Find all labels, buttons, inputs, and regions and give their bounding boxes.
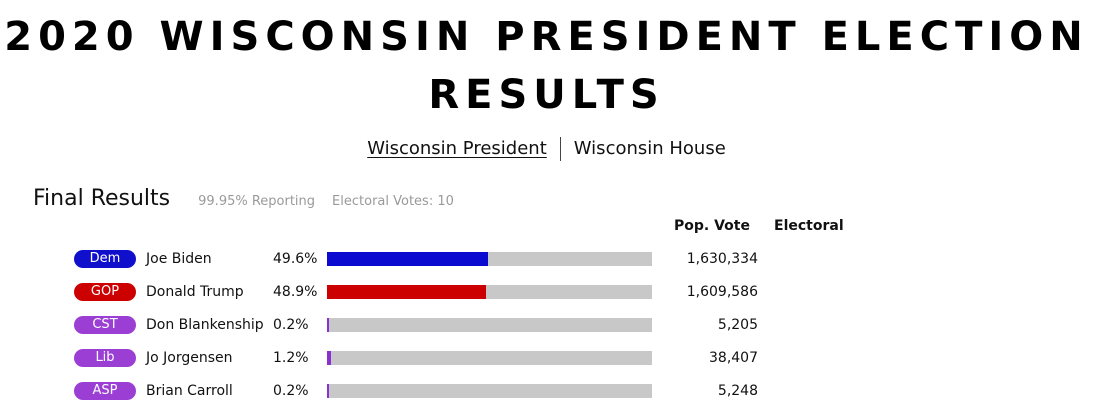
- candidate-row: Lib Jo Jorgensen 1.2% 38,407: [0, 343, 1093, 376]
- party-badge: ASP: [74, 382, 136, 400]
- results-header: Final Results 99.95% Reporting Electoral…: [33, 186, 454, 211]
- candidate-row: CST Don Blankenship 0.2% 5,205: [0, 310, 1093, 343]
- vote-percentage: 0.2%: [273, 317, 309, 333]
- vote-bar-fill: [327, 351, 331, 365]
- party-badge: CST: [74, 316, 136, 334]
- nav-link-wisconsin-president[interactable]: Wisconsin President: [367, 138, 547, 159]
- vote-percentage: 48.9%: [273, 284, 318, 300]
- vote-bar-fill: [327, 252, 488, 266]
- results-title: Final Results: [33, 186, 171, 211]
- candidate-name: Brian Carroll: [146, 383, 233, 399]
- candidate-name: Don Blankenship: [146, 317, 264, 333]
- vote-bar-track: [327, 318, 652, 332]
- popular-vote-count: 1,630,334: [686, 251, 758, 267]
- popular-vote-count: 1,609,586: [686, 284, 758, 300]
- electoral-column-header: Electoral: [774, 218, 844, 234]
- race-nav: Wisconsin President Wisconsin House: [0, 136, 1093, 162]
- candidate-name: Jo Jorgensen: [146, 350, 233, 366]
- party-badge: GOP: [74, 283, 136, 301]
- party-badge: Lib: [74, 349, 136, 367]
- vote-bar-track: [327, 384, 652, 398]
- vote-percentage: 0.2%: [273, 383, 309, 399]
- vote-bar-fill: [327, 285, 486, 299]
- page-title: 2020 WISCONSIN PRESIDENT ELECTION RESULT…: [4, 14, 1089, 118]
- candidate-name: Joe Biden: [146, 251, 212, 267]
- vote-percentage: 1.2%: [273, 350, 309, 366]
- candidate-row: ASP Brian Carroll 0.2% 5,248: [0, 376, 1093, 409]
- candidate-name: Donald Trump: [146, 284, 244, 300]
- vote-bar-track: [327, 252, 652, 266]
- popular-vote-count: 5,205: [717, 317, 758, 333]
- party-badge: Dem: [74, 250, 136, 268]
- vote-percentage: 49.6%: [273, 251, 318, 267]
- electoral-votes-total: Electoral Votes: 10: [332, 194, 454, 209]
- nav-divider: [559, 137, 561, 161]
- vote-bar-track: [327, 351, 652, 365]
- candidate-row: Dem Joe Biden 49.6% 1,630,334: [0, 244, 1093, 277]
- vote-bar-track: [327, 285, 652, 299]
- reporting-status: 99.95% Reporting: [198, 194, 316, 209]
- candidate-row: GOP Donald Trump 48.9% 1,609,586: [0, 277, 1093, 310]
- popular-vote-count: 5,248: [717, 383, 758, 399]
- nav-link-wisconsin-house[interactable]: Wisconsin House: [573, 138, 726, 159]
- popular-vote-count: 38,407: [709, 350, 758, 366]
- pop-vote-column-header: Pop. Vote: [674, 218, 750, 234]
- vote-bar-fill: [327, 384, 329, 398]
- vote-bar-fill: [327, 318, 329, 332]
